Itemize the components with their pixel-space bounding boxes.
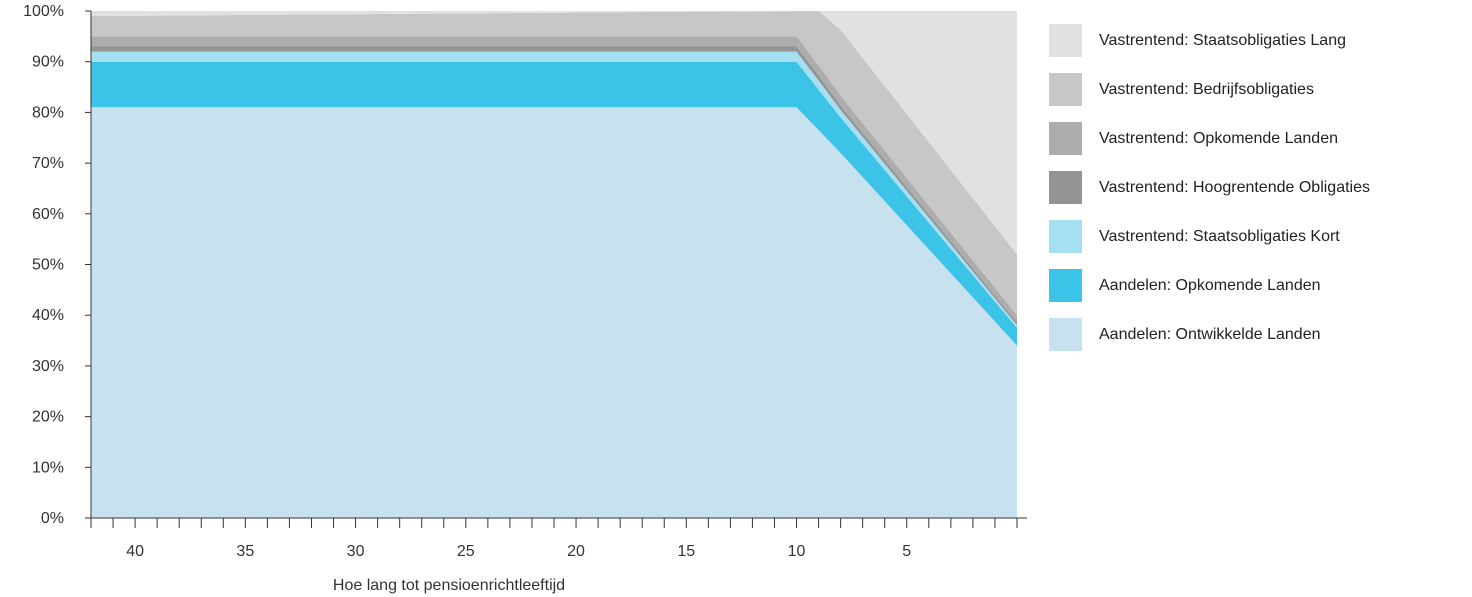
area-series-group bbox=[91, 11, 1017, 519]
y-tick-label: 70% bbox=[32, 155, 64, 172]
y-tick-label: 100% bbox=[23, 3, 64, 20]
y-tick-label: 80% bbox=[32, 104, 64, 121]
x-tick-label: 5 bbox=[902, 543, 911, 560]
y-tick-label: 0% bbox=[41, 510, 64, 527]
x-ticks: 40 35 30 25 20 15 10 5 bbox=[90, 518, 1018, 560]
legend-swatch bbox=[1049, 220, 1082, 253]
legend-item: Aandelen: Ontwikkelde Landen bbox=[1049, 310, 1469, 359]
legend-label: Vastrentend: Opkomende Landen bbox=[1099, 129, 1338, 147]
x-tick-label: 40 bbox=[126, 543, 144, 560]
y-tick-label: 60% bbox=[32, 206, 64, 223]
legend-swatch bbox=[1049, 73, 1082, 106]
y-tick-label: 30% bbox=[32, 358, 64, 375]
legend-swatch bbox=[1049, 24, 1082, 57]
legend-label: Vastrentend: Staatsobligaties Kort bbox=[1099, 227, 1340, 245]
legend-label: Aandelen: Opkomende Landen bbox=[1099, 276, 1321, 294]
x-tick-label: 15 bbox=[677, 543, 695, 560]
legend-label: Vastrentend: Hoogrentende Obligaties bbox=[1099, 178, 1370, 196]
legend-item: Vastrentend: Opkomende Landen bbox=[1049, 114, 1469, 163]
y-tick-label: 20% bbox=[32, 409, 64, 426]
area-aandelen-ontwikkelde-landen bbox=[91, 107, 1017, 519]
legend-swatch bbox=[1049, 318, 1082, 351]
legend-item: Aandelen: Opkomende Landen bbox=[1049, 261, 1469, 310]
legend-item: Vastrentend: Bedrijfsobligaties bbox=[1049, 65, 1469, 114]
y-tick-label: 50% bbox=[32, 257, 64, 274]
legend-swatch bbox=[1049, 122, 1082, 155]
x-tick-label: 25 bbox=[457, 543, 475, 560]
x-tick-label: 35 bbox=[236, 543, 254, 560]
x-axis-title: Hoe lang tot pensioenrichtleeftijd bbox=[333, 577, 565, 594]
legend: Vastrentend: Staatsobligaties Lang Vastre… bbox=[1049, 16, 1469, 359]
y-tick-label: 40% bbox=[32, 307, 64, 324]
stacked-area-chart: 0% 10% 20% 30% 40% 50% 60% 70% 80% 90% 100% 40 35 30… bbox=[23, 3, 1027, 594]
area-vastrentend-staatsobligaties-lang bbox=[91, 11, 1017, 255]
y-ticks: 0% 10% 20% 30% 40% 50% 60% 70% 80% 90% 100% bbox=[23, 3, 91, 527]
legend-item: Vastrentend: Staatsobligaties Kort bbox=[1049, 212, 1469, 261]
x-tick-label: 20 bbox=[567, 543, 585, 560]
legend-swatch bbox=[1049, 171, 1082, 204]
legend-label: Aandelen: Ontwikkelde Landen bbox=[1099, 325, 1321, 343]
legend-item: Vastrentend: Staatsobligaties Lang bbox=[1049, 16, 1469, 65]
x-tick-label: 10 bbox=[788, 543, 806, 560]
legend-label: Vastrentend: Bedrijfsobligaties bbox=[1099, 80, 1314, 98]
area-aandelen-opkomende-landen bbox=[91, 61, 1017, 346]
y-tick-label: 90% bbox=[32, 54, 64, 71]
x-tick-label: 30 bbox=[347, 543, 365, 560]
legend-item: Vastrentend: Hoogrentende Obligaties bbox=[1049, 163, 1469, 212]
legend-swatch bbox=[1049, 269, 1082, 302]
y-tick-label: 10% bbox=[32, 459, 64, 476]
legend-label: Vastrentend: Staatsobligaties Lang bbox=[1099, 31, 1346, 49]
